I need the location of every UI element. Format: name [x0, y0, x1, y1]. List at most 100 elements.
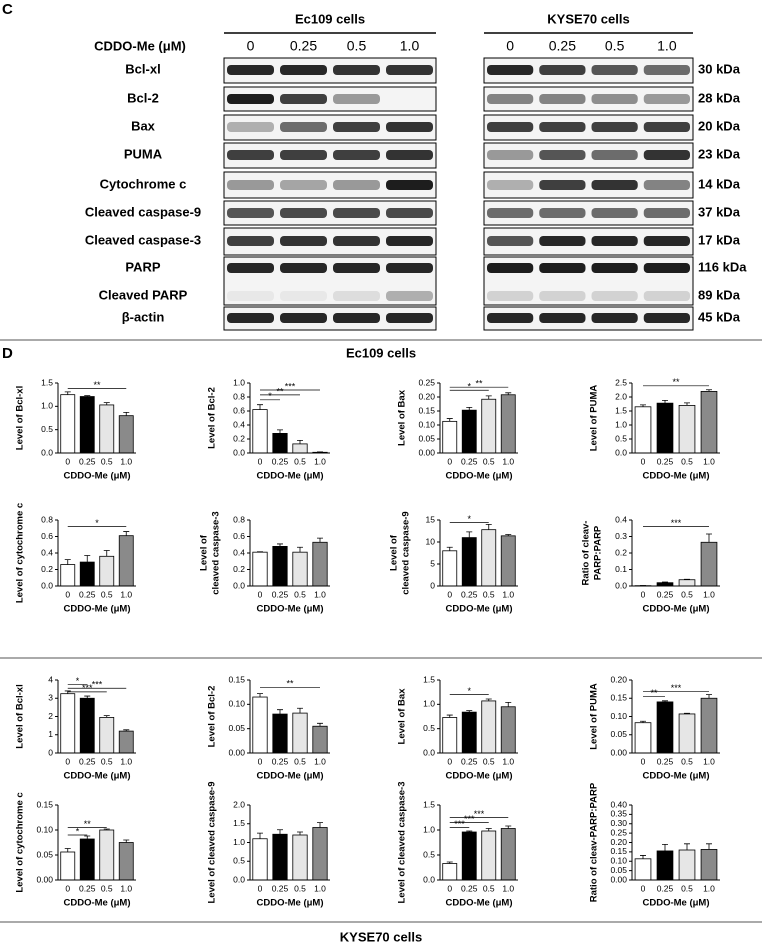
error-bar	[103, 402, 110, 405]
significance-label: **	[276, 386, 284, 396]
bar	[272, 546, 288, 587]
band	[591, 65, 638, 75]
band	[591, 122, 638, 132]
x-tick-label: 0	[65, 883, 70, 893]
band	[280, 65, 327, 75]
bar	[700, 541, 718, 587]
error-bar	[662, 399, 668, 404]
bar	[678, 404, 696, 454]
band	[386, 208, 433, 218]
x-axis-title: CDDO-Me (μM)	[445, 471, 512, 482]
y-tick-label: 1	[48, 729, 53, 739]
kda-label: 89 kDa	[698, 287, 741, 302]
band	[591, 291, 638, 301]
protein-label: Cytochrome c	[100, 176, 187, 191]
band	[487, 122, 534, 132]
error-bar	[706, 389, 712, 392]
error-bar	[84, 835, 91, 839]
dose: 0.5	[347, 38, 367, 54]
y-tick-label: 1.5	[615, 405, 627, 415]
band	[539, 313, 586, 323]
x-axis-title: CDDO-Me (μM)	[256, 471, 323, 482]
y-tick-label: 0.5	[615, 433, 627, 443]
bar	[118, 535, 134, 587]
band	[280, 313, 327, 323]
x-axis-title: CDDO-Me (μM)	[63, 604, 130, 615]
y-tick-label: 0.8	[233, 514, 245, 524]
x-tick-label: 0	[447, 456, 452, 466]
x-tick-label: 0.5	[483, 589, 495, 599]
band	[227, 180, 274, 190]
blot-box	[483, 306, 694, 331]
band	[539, 291, 586, 301]
band	[386, 263, 433, 273]
y-tick-label: 2	[48, 711, 53, 721]
kda-label: 37 kDa	[698, 204, 741, 219]
y-tick-label: 1.0	[615, 419, 627, 429]
band	[643, 150, 690, 160]
y-tick-label: 0.15	[610, 693, 627, 703]
error-bar	[640, 720, 646, 723]
band	[591, 94, 638, 104]
bar	[634, 722, 652, 754]
x-tick-label: 0.5	[101, 756, 113, 766]
error-bar	[485, 698, 492, 701]
x-axis-title: CDDO-Me (μM)	[445, 604, 512, 615]
y-tick-label: 0.8	[233, 391, 245, 401]
x-tick-label: 0.5	[101, 456, 113, 466]
y-tick-label: 0.2	[41, 564, 53, 574]
band	[386, 236, 433, 246]
y-tick-label: 0.00	[228, 747, 245, 757]
x-tick-label: 0	[65, 756, 70, 766]
error-bar	[706, 843, 712, 850]
y-tick-label: 0.6	[41, 531, 53, 541]
band	[487, 65, 534, 75]
x-tick-label: 0.25	[272, 589, 289, 599]
band	[227, 150, 274, 160]
bar	[634, 858, 652, 881]
y-tick-label: 0.0	[41, 447, 53, 457]
significance-label: **	[286, 679, 294, 689]
band	[487, 150, 534, 160]
significance-label: ***	[285, 381, 296, 391]
bar	[500, 828, 516, 881]
x-tick-label: 1.0	[502, 883, 514, 893]
y-tick-label: 0.5	[41, 424, 53, 434]
x-axis-title: CDDO-Me (μM)	[63, 471, 130, 482]
y-tick-label: 1.0	[41, 401, 53, 411]
band	[539, 65, 586, 75]
bar	[60, 693, 76, 754]
band	[539, 208, 586, 218]
y-axis-title: Level of Bcl-2	[207, 387, 218, 449]
x-tick-label: 0.5	[101, 883, 113, 893]
bar	[678, 579, 696, 587]
x-tick-label: 0	[447, 883, 452, 893]
band	[333, 263, 380, 273]
x-axis-title: CDDO-Me (μM)	[642, 471, 709, 482]
error-bar	[123, 729, 130, 732]
band	[227, 236, 274, 246]
significance-label: **	[475, 379, 483, 389]
y-axis-title: Level of cytochrome c	[15, 792, 26, 892]
band	[280, 263, 327, 273]
y-tick-label: 0.15	[36, 799, 53, 809]
protein-label: Bcl-xl	[125, 61, 160, 76]
bar	[656, 701, 674, 754]
error-bar	[662, 581, 668, 583]
kda-label: 28 kDa	[698, 90, 741, 105]
error-bar	[662, 843, 668, 851]
significance-label: *	[95, 518, 99, 528]
error-bar	[277, 429, 283, 434]
error-bar	[662, 700, 668, 702]
error-bar	[466, 710, 473, 713]
band	[333, 65, 380, 75]
bar	[461, 831, 477, 881]
x-axis-title: CDDO-Me (μM)	[256, 604, 323, 615]
bar	[292, 834, 308, 881]
y-tick-label: 1.0	[423, 824, 435, 834]
error-bar	[103, 715, 110, 718]
error-bar	[277, 829, 283, 835]
bar	[656, 850, 674, 881]
band	[487, 208, 534, 218]
